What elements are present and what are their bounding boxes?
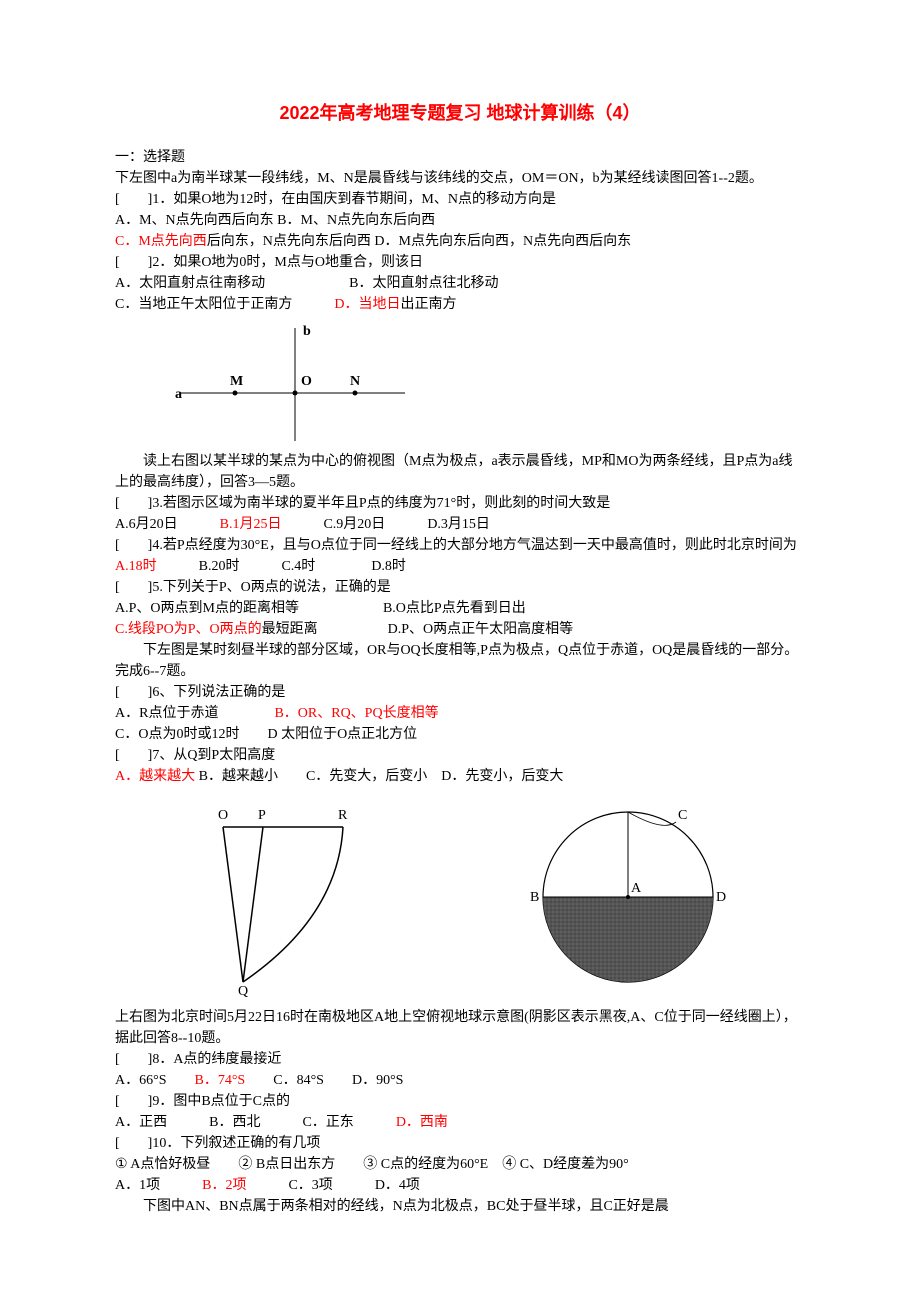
q8-c: C．84°S <box>273 1073 324 1088</box>
q3-b-red: B.1月25日 <box>220 517 282 532</box>
q4-a-red: A.18时 <box>115 559 157 574</box>
fig1-label-O: O <box>301 374 312 389</box>
q9-b: B．西北 <box>209 1115 260 1130</box>
q9-stem: [ ]9．图中B点位于C点的 <box>115 1091 805 1112</box>
q9-c: C．正东 <box>302 1115 353 1130</box>
q3-d: D.3月15日 <box>427 517 490 532</box>
q1-cd: C．M点先向西后向东，N点先向东后向西 D．M点先向东后向西，N点先向西后向东 <box>115 231 805 252</box>
fig2-label-P: P <box>258 808 266 823</box>
fig1-label-b: b <box>303 324 311 339</box>
figure-1: a b M O N <box>175 323 415 443</box>
q4-c: C.4时 <box>281 559 315 574</box>
intro-2: 读上右图以某半球的某点为中心的俯视图（M点为极点，a表示晨昏线，MP和MO为两条… <box>115 451 805 493</box>
q5-cd: C.线段PO为P、O两点的最短距离 D.P、O两点正午太阳高度相等 <box>115 619 805 640</box>
q2-b: B．太阳直射点往北移动 <box>349 276 498 291</box>
q5-ab: A.P、O两点到M点的距离相等 B.O点比P点先看到日出 <box>115 598 805 619</box>
q1-stem: [ ]1．如果O地为12时，在由国庆到春节期间，M、N点的移动方向是 <box>115 189 805 210</box>
q2-cd: C．当地正午太阳位于正南方 D．当地日出正南方 <box>115 294 805 315</box>
q1-c-rest: 后向东，N点先向东后向西 D．M点先向东后向西，N点先向西后向东 <box>207 234 631 249</box>
fig2-label-Q: Q <box>238 984 248 997</box>
q6-a: A．R点位于赤道 <box>115 706 218 721</box>
q4-opts: A.18时 B.20时 C.4时 D.8时 <box>115 556 805 577</box>
q6-cd: C．O点为0时或12时 D 太阳位于O点正北方位 <box>115 724 805 745</box>
fig3-label-A: A <box>631 881 642 896</box>
q8-a: A．66°S <box>115 1073 167 1088</box>
q5-b: B.O点比P点先看到日出 <box>383 601 526 616</box>
q9-d-red: D．西南 <box>396 1115 448 1130</box>
q5-a: A.P、O两点到M点的距离相等 <box>115 601 299 616</box>
q10-c: C．3项 <box>288 1178 332 1193</box>
q6-b-red: B．OR、RQ、PQ长度相等 <box>274 706 438 721</box>
q6-stem: [ ]6、下列说法正确的是 <box>115 682 805 703</box>
q3-stem: [ ]3.若图示区域为南半球的夏半年且P点的纬度为71°时，则此刻的时间大致是 <box>115 493 805 514</box>
q2-c: C．当地正午太阳位于正南方 <box>115 297 292 312</box>
q4-b: B.20时 <box>199 559 240 574</box>
fig1-label-M: M <box>230 374 243 389</box>
q10-a: A．1项 <box>115 1178 160 1193</box>
q10-b-red: B．2项 <box>202 1178 246 1193</box>
q8-b-red: B．74°S <box>195 1073 246 1088</box>
q7-rest: B．越来越小 C．先变大，后变小 D．先变小，后变大 <box>195 769 563 784</box>
q3-opts: A.6月20日 B.1月25日 C.9月20日 D.3月15日 <box>115 514 805 535</box>
q3-c: C.9月20日 <box>323 517 385 532</box>
figure-2: O P R Q <box>183 797 383 997</box>
fig1-label-a: a <box>175 387 182 402</box>
q2-ab: A．太阳直射点往南移动 B．太阳直射点往北移动 <box>115 273 805 294</box>
q7-a-red: A．越来越大 <box>115 769 195 784</box>
q9-a: A．正西 <box>115 1115 167 1130</box>
fig2-label-R: R <box>338 808 348 823</box>
intro-4: 上右图为北京时间5月22日16时在南极地区A地上空俯视地球示意图(阴影区表示黑夜… <box>115 1007 805 1049</box>
q7-stem: [ ]7、从Q到P太阳高度 <box>115 745 805 766</box>
q1-c-red: C．M点先向西 <box>115 234 207 249</box>
q10-items: ① A点恰好极昼 ② B点日出东方 ③ C点的经度为60°E ④ C、D经度差为… <box>115 1154 805 1175</box>
q5-c-rest: 最短距离 <box>262 622 318 637</box>
fig2-label-O: O <box>218 808 228 823</box>
q2-stem: [ ]2．如果O地为0时，M点与O地重合，则该日 <box>115 252 805 273</box>
q10-stem: [ ]10．下列叙述正确的有几项 <box>115 1133 805 1154</box>
intro-3: 下左图是某时刻昼半球的部分区域，OR与OQ长度相等,P点为极点，Q点位于赤道，O… <box>115 640 805 682</box>
q6-c: C．O点为0时或12时 <box>115 727 239 742</box>
q8-d: D．90°S <box>352 1073 404 1088</box>
section-heading: 一：选择题 <box>115 147 805 168</box>
figure-3: A B C D <box>518 797 738 997</box>
q4-d: D.8时 <box>371 559 406 574</box>
q7-opts: A．越来越大 B．越来越小 C．先变大，后变小 D．先变小，后变大 <box>115 766 805 787</box>
fig3-label-C: C <box>678 808 687 823</box>
q4-stem: [ ]4.若P点经度为30°E，且与O点位于同一经线上的大部分地方气温达到一天中… <box>115 535 805 556</box>
q10-d: D．4项 <box>375 1178 420 1193</box>
page-title: 2022年高考地理专题复习 地球计算训练（4） <box>115 100 805 127</box>
intro-5: 下图中AN、BN点属于两条相对的经线，N点为北极点，BC处于昼半球，且C正好是晨 <box>115 1196 805 1217</box>
q8-stem: [ ]8．A点的纬度最接近 <box>115 1049 805 1070</box>
fig1-label-N: N <box>350 374 360 389</box>
q8-opts: A．66°S B．74°S C．84°S D．90°S <box>115 1070 805 1091</box>
q3-a: A.6月20日 <box>115 517 178 532</box>
q9-opts: A．正西 B．西北 C．正东 D．西南 <box>115 1112 805 1133</box>
fig3-label-B: B <box>530 890 539 905</box>
fig3-label-D: D <box>716 890 726 905</box>
q5-stem: [ ]5.下列关于P、O两点的说法，正确的是 <box>115 577 805 598</box>
q10-choices: A．1项 B．2项 C．3项 D．4项 <box>115 1175 805 1196</box>
q1-a: A．M、N点先向西后向东 B．M、N点先向东后向西 <box>115 210 805 231</box>
q5-d: D.P、O两点正午太阳高度相等 <box>388 622 574 637</box>
q2-d-rest: 出正南方 <box>400 297 456 312</box>
q2-d-red: D．当地日 <box>334 297 400 312</box>
q6-ab: A．R点位于赤道 B．OR、RQ、PQ长度相等 <box>115 703 805 724</box>
q2-a: A．太阳直射点往南移动 <box>115 276 265 291</box>
q5-c-red: C.线段PO为P、O两点的 <box>115 622 262 637</box>
intro-1: 下左图中a为南半球某一段纬线，M、N是晨昏线与该纬线的交点，OM＝ON，b为某经… <box>115 168 805 189</box>
q6-d: D 太阳位于O点正北方位 <box>267 727 417 742</box>
